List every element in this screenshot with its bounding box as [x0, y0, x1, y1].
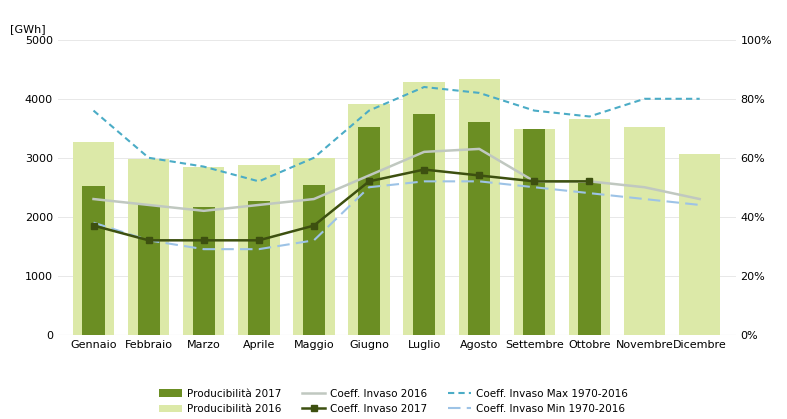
Bar — [238, 165, 279, 335]
Bar — [294, 158, 334, 335]
Bar — [73, 142, 114, 335]
Bar — [349, 103, 390, 335]
Bar — [569, 119, 610, 335]
Bar — [413, 114, 435, 335]
Bar — [128, 159, 169, 335]
Bar — [248, 201, 270, 335]
Bar — [138, 205, 160, 335]
Bar — [183, 167, 224, 335]
Bar — [578, 183, 600, 335]
Bar — [193, 207, 215, 335]
Bar — [468, 122, 490, 335]
Bar — [459, 79, 500, 335]
Bar — [404, 82, 445, 335]
Bar — [514, 129, 555, 335]
Bar — [624, 127, 665, 335]
Text: [GWh]: [GWh] — [10, 24, 46, 34]
Bar — [679, 154, 720, 335]
Bar — [523, 129, 545, 335]
Bar — [303, 186, 325, 335]
Bar — [83, 186, 105, 335]
Legend: Producibilità 2017, Producibilità 2016, Coeff. Invaso 2016, Coeff. Invaso 2017, : Producibilità 2017, Producibilità 2016, … — [159, 388, 628, 414]
Bar — [358, 127, 380, 335]
